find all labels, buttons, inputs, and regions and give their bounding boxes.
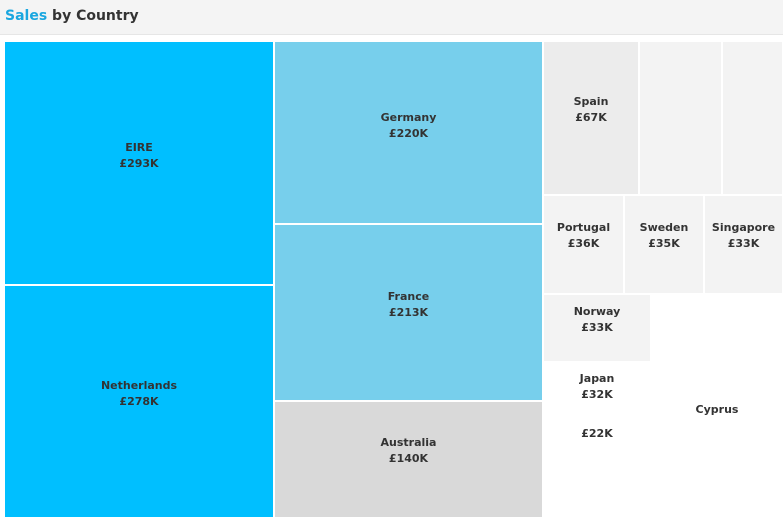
sales-value: £32K xyxy=(581,388,613,401)
tile-label: £22K xyxy=(544,426,650,442)
treemap-tile[interactable]: Sweden £35K xyxy=(624,195,704,294)
treemap-tile[interactable]: Spain £67K xyxy=(543,41,639,195)
sales-value: £278K xyxy=(119,395,159,408)
country-name: Singapore xyxy=(711,221,776,234)
chart-title: Sales by Country xyxy=(5,8,139,24)
country-name: Portugal xyxy=(556,221,611,234)
country-name: Netherlands xyxy=(100,379,178,392)
country-name: EIRE xyxy=(125,141,153,154)
tile-label: Germany £220K xyxy=(275,110,542,142)
sales-value: £293K xyxy=(119,157,159,170)
sales-value: £33K xyxy=(727,237,760,250)
sales-value: £22K xyxy=(581,427,613,440)
country-name: Japan xyxy=(579,372,615,385)
sales-value: £67K xyxy=(575,111,607,124)
treemap-tile[interactable] xyxy=(639,41,722,195)
country-name: Australia xyxy=(380,436,437,449)
sales-value: £220K xyxy=(388,127,429,140)
treemap-tile[interactable]: Portugal £36K xyxy=(543,195,624,294)
country-name: Norway xyxy=(573,305,621,318)
sales-value: £33K xyxy=(581,321,613,334)
country-name: France xyxy=(387,290,430,303)
country-name: Cyprus xyxy=(695,403,739,416)
treemap-tile[interactable]: Japan £32K xyxy=(543,362,651,426)
tile-label: Australia £140K xyxy=(275,435,542,467)
tile-label: Portugal £36K xyxy=(544,220,623,252)
tile-label: Norway £33K xyxy=(544,304,650,336)
tile-label: Cyprus xyxy=(652,402,782,418)
tile-label: Sweden £35K xyxy=(625,220,703,252)
treemap-tile[interactable]: Cyprus xyxy=(651,362,783,456)
title-accent: Sales xyxy=(5,8,48,24)
tile-label: Netherlands £278K xyxy=(5,378,273,410)
tile-label: Spain £67K xyxy=(544,94,638,126)
chart-header: Sales by Country xyxy=(0,0,783,35)
tile-label: Singapore £33K xyxy=(705,220,782,252)
treemap-tile[interactable]: Singapore £33K xyxy=(704,195,783,294)
treemap-tile[interactable]: Netherlands £278K xyxy=(4,285,274,518)
treemap-tile[interactable]: £22K xyxy=(543,426,651,456)
treemap-tile[interactable] xyxy=(722,41,783,195)
title-rest: by Country xyxy=(47,8,139,24)
sales-value: £35K xyxy=(648,237,680,250)
sales-value: £213K xyxy=(388,306,429,319)
treemap-tile[interactable]: Germany £220K xyxy=(274,41,543,224)
treemap-tile[interactable]: France £213K xyxy=(274,224,543,401)
tile-label: France £213K xyxy=(275,289,542,321)
sales-value: £140K xyxy=(388,452,429,465)
country-name: Spain xyxy=(573,95,609,108)
country-name: Germany xyxy=(380,111,437,124)
tile-label: EIRE £293K xyxy=(5,140,273,172)
tile-label: Japan £32K xyxy=(544,371,650,403)
treemap-tile[interactable]: Norway £33K xyxy=(543,294,651,362)
treemap-tile[interactable]: Australia £140K xyxy=(274,401,543,518)
country-name: Sweden xyxy=(639,221,689,234)
treemap-tile[interactable]: EIRE £293K xyxy=(4,41,274,285)
sales-value: £36K xyxy=(567,237,600,250)
